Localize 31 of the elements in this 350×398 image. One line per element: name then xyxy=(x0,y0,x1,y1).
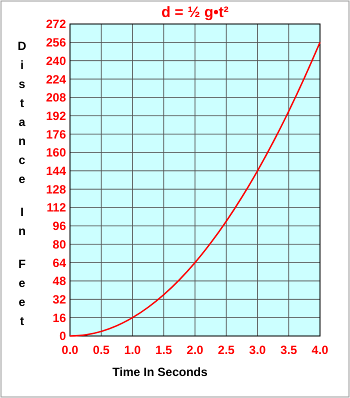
y-tick-label: 112 xyxy=(46,200,66,215)
y-tick-label: 256 xyxy=(46,36,66,50)
x-tick-label: 0.5 xyxy=(92,343,110,357)
x-axis-title: Time In Seconds xyxy=(112,365,208,379)
x-tick-label: 3.0 xyxy=(249,343,266,357)
x-tick-label: 4.0 xyxy=(312,343,329,357)
y-tick-label: 128 xyxy=(46,182,66,196)
y-tick-label: 144 xyxy=(46,164,66,178)
y-tick-label: 272 xyxy=(46,17,66,32)
y-tick-label: 192 xyxy=(46,108,66,123)
y-tick-label: 32 xyxy=(52,292,66,306)
y-tick-label: 160 xyxy=(46,146,66,160)
y-tick-label: 208 xyxy=(46,90,66,105)
y-tick-label: 224 xyxy=(46,72,66,86)
x-tick-label: 3.5 xyxy=(280,343,298,357)
y-tick-label: 96 xyxy=(52,219,66,234)
y-tick-label: 80 xyxy=(52,237,66,252)
x-tick-label: 1.5 xyxy=(155,343,172,357)
x-tick-label: 2.0 xyxy=(186,343,204,357)
line-series xyxy=(69,42,321,337)
y-tick-label: 0 xyxy=(59,329,66,344)
y-tick-label: 16 xyxy=(52,310,66,325)
x-tick-label: 0.0 xyxy=(62,343,79,357)
y-tick-label: 48 xyxy=(52,274,66,288)
y-tick-label: 176 xyxy=(46,127,66,142)
text: Distance In Feet xyxy=(18,39,26,328)
y-tick-label: 240 xyxy=(46,54,66,68)
x-tick-label: 1.0 xyxy=(124,343,142,357)
chart-title: d = ½ g•t² xyxy=(161,4,229,21)
x-tick-label: 2.5 xyxy=(218,343,235,357)
y-tick-label: 64 xyxy=(52,256,66,270)
